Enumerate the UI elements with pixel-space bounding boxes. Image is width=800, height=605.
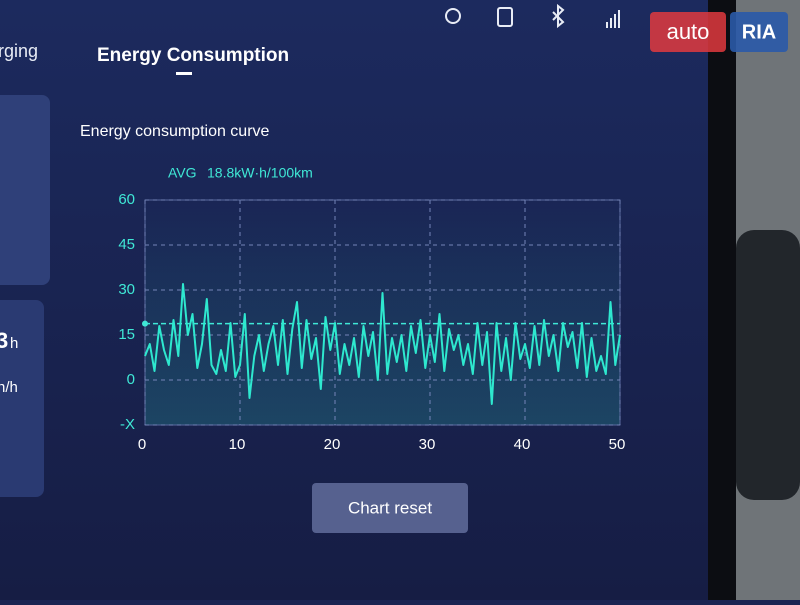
y-tick-label: -X: [120, 416, 135, 433]
x-tick-label: 0: [138, 436, 146, 453]
tab-active[interactable]: Energy Consumption: [97, 45, 289, 66]
avg-value: 18.8kW·h/100km: [207, 165, 313, 181]
location-icon: [445, 8, 461, 24]
bluetooth-icon: [552, 3, 565, 29]
avg-dot: [142, 320, 148, 327]
car-dash: [736, 230, 800, 500]
watermark-text: auto: [667, 19, 710, 44]
y-tick-label: 0: [127, 371, 135, 388]
consumption-line: [144, 283, 621, 405]
panel-unit: h: [10, 335, 18, 352]
bezel: [708, 0, 736, 600]
x-tick-label: 40: [514, 436, 531, 453]
watermark-left: [650, 12, 726, 52]
x-tick-label: 30: [419, 436, 436, 453]
signal-icon: [606, 10, 620, 28]
chart-reset-button[interactable]: [312, 483, 468, 533]
tab[interactable]: rging: [0, 41, 38, 61]
watermark-right: [730, 12, 788, 52]
x-tick-label: 20: [324, 436, 341, 453]
panel-unit: n/h: [0, 379, 18, 396]
watermark-text: RIA: [742, 21, 776, 43]
tab-indicator: [176, 72, 192, 75]
panel: [0, 300, 44, 497]
sim-icon: [497, 7, 513, 27]
y-tick-label: 15: [118, 326, 135, 343]
chart-title: Energy consumption curve: [80, 123, 270, 140]
x-tick-label: 10: [229, 436, 246, 453]
y-tick-label: 45: [118, 236, 135, 253]
y-tick-label: 30: [118, 281, 135, 298]
avg-name: AVG: [168, 165, 197, 181]
plot-background: [144, 199, 621, 426]
panel: [0, 95, 50, 285]
x-tick-label: 50: [609, 436, 626, 453]
y-tick-label: 60: [118, 191, 135, 208]
button-label[interactable]: Chart reset: [348, 498, 432, 517]
panel-value: 3: [0, 328, 8, 353]
